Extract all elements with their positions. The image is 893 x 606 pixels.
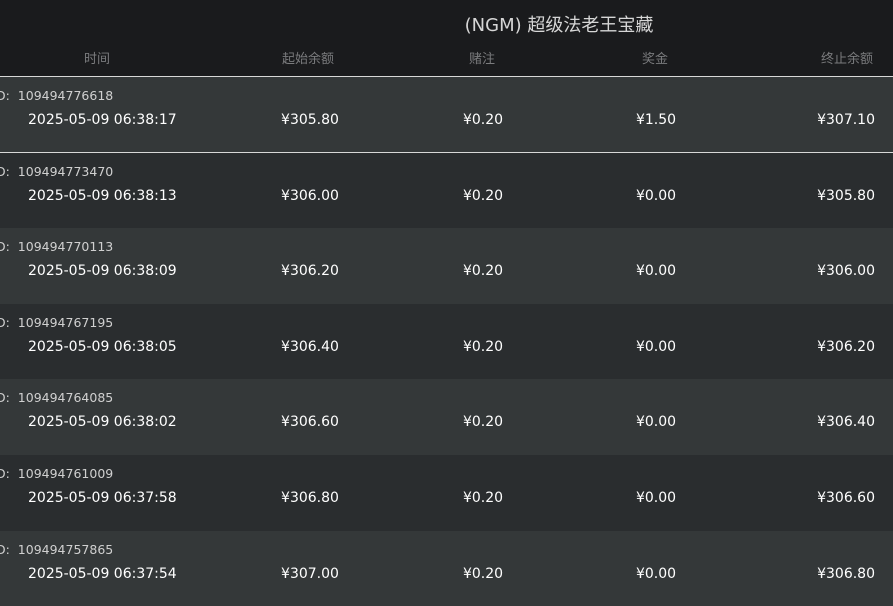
cell-end-balance: ¥306.00 <box>817 263 875 280</box>
column-header-bonus: 奖金 <box>642 52 669 67</box>
cell-bet: ¥0.20 <box>462 414 504 431</box>
cell-time: 2025-05-09 06:38:02 <box>28 414 177 431</box>
cell-bet: ¥0.20 <box>462 489 504 506</box>
round-id: D: 109494757865 <box>0 541 114 557</box>
table-row[interactable]: D: 109494761009 2025-05-09 06:37:58 ¥306.8… <box>0 454 893 531</box>
round-id: D: 109494773470 <box>0 163 114 179</box>
cell-bet: ¥0.20 <box>462 187 504 204</box>
cell-bonus: ¥1.50 <box>635 112 677 128</box>
cell-time: 2025-05-09 06:37:54 <box>28 565 177 582</box>
cell-start-balance: ¥306.80 <box>281 489 339 506</box>
cell-start-balance: ¥306.00 <box>281 187 339 204</box>
cell-bonus: ¥0.00 <box>635 489 677 506</box>
cell-time: 2025-05-09 06:38:05 <box>28 338 177 355</box>
cell-end-balance: ¥305.80 <box>817 187 875 204</box>
round-id: D: 109494761009 <box>0 465 114 481</box>
cell-bonus: ¥0.00 <box>635 414 677 431</box>
cell-time: 2025-05-09 06:37:58 <box>28 489 177 506</box>
cell-bet: ¥0.20 <box>462 263 504 280</box>
cell-bonus: ¥0.00 <box>635 565 677 582</box>
cell-time: 2025-05-09 06:38:17 <box>28 112 177 128</box>
table-row[interactable]: D: 109494776618 2025-05-09 06:38:17 ¥305.8… <box>0 77 893 153</box>
round-id: D: 109494776618 <box>0 88 114 103</box>
cell-end-balance: ¥306.60 <box>817 489 875 506</box>
table-row[interactable]: D: 109494757865 2025-05-09 06:37:54 ¥307.0… <box>0 530 893 606</box>
cell-end-balance: ¥306.20 <box>817 338 875 355</box>
cell-start-balance: ¥307.00 <box>281 565 339 582</box>
cell-bonus: ¥0.00 <box>635 338 677 355</box>
column-header-end-balance: 终止余额 <box>821 52 874 67</box>
round-id: D: 109494764085 <box>0 390 114 406</box>
column-header-start-balance: 起始余额 <box>282 52 335 67</box>
history-header: (NGM) 超级法老王宝藏 时间 起始余额 赌注 奖金 终止余额 <box>0 0 893 77</box>
cell-bet: ¥0.20 <box>462 565 504 582</box>
game-title: (NGM) 超级法老王宝藏 <box>464 15 654 36</box>
table-row[interactable]: D: 109494770113 2025-05-09 06:38:09 ¥306.2… <box>0 228 893 304</box>
cell-start-balance: ¥305.80 <box>281 112 339 128</box>
round-id: D: 109494767195 <box>0 314 114 330</box>
cell-end-balance: ¥306.80 <box>817 565 875 582</box>
cell-bet: ¥0.20 <box>462 112 504 128</box>
cell-end-balance: ¥306.40 <box>817 414 875 431</box>
round-id: D: 109494770113 <box>0 239 114 255</box>
table-row[interactable]: D: 109494764085 2025-05-09 06:38:02 ¥306.6… <box>0 379 893 455</box>
column-header-time: 时间 <box>84 52 111 67</box>
cell-time: 2025-05-09 06:38:09 <box>28 263 177 280</box>
table-row[interactable]: D: 109494767195 2025-05-09 06:38:05 ¥306.4… <box>0 303 893 380</box>
cell-end-balance: ¥307.10 <box>817 112 875 128</box>
table-row[interactable]: D: 109494773470 2025-05-09 06:38:13 ¥306.0… <box>0 152 893 229</box>
cell-bonus: ¥0.00 <box>635 187 677 204</box>
cell-start-balance: ¥306.60 <box>281 414 339 431</box>
cell-bet: ¥0.20 <box>462 338 504 355</box>
history-list: D: 109494776618 2025-05-09 06:38:17 ¥305.8… <box>0 77 893 606</box>
cell-bonus: ¥0.00 <box>635 263 677 280</box>
column-header-bet: 赌注 <box>469 52 496 67</box>
cell-start-balance: ¥306.20 <box>281 263 339 280</box>
cell-time: 2025-05-09 06:38:13 <box>28 187 177 204</box>
cell-start-balance: ¥306.40 <box>281 338 339 355</box>
